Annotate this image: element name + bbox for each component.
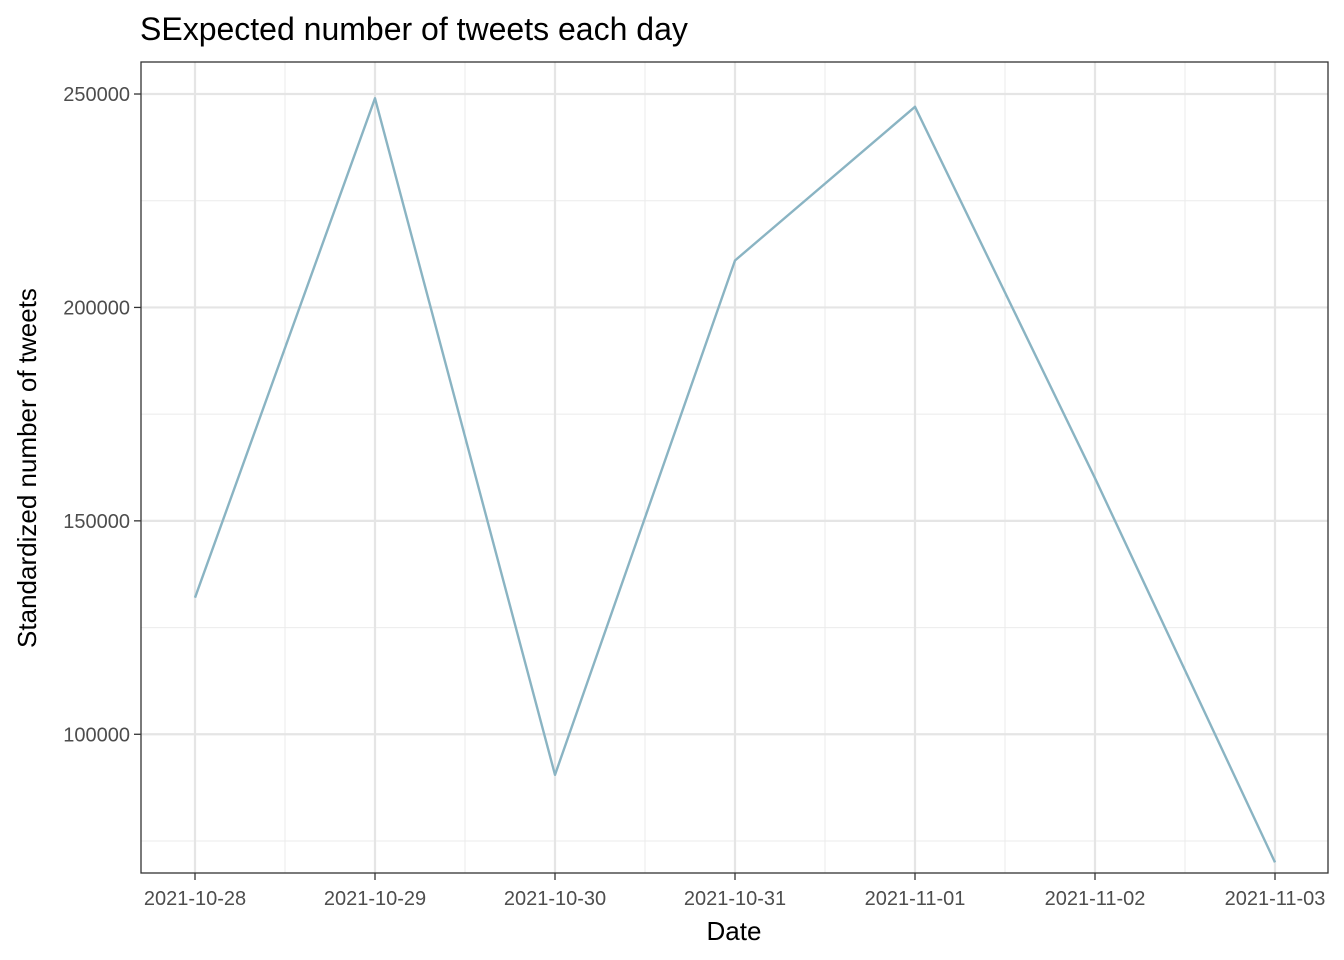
chart-title: SExpected number of tweets each day: [140, 11, 688, 47]
y-axis-title: Standardized number of tweets: [12, 288, 42, 648]
grid-lines: [141, 62, 1328, 873]
x-axis: 2021-10-28 2021-10-29 2021-10-30 2021-10-31…: [144, 873, 1326, 910]
y-tick-label: 200000: [63, 297, 130, 319]
x-tick-label: 2021-10-28: [144, 888, 246, 910]
y-tick-label: 150000: [63, 511, 130, 533]
x-tick-label: 2021-11-02: [1045, 888, 1146, 910]
x-axis-title: Date: [707, 916, 762, 946]
x-tick-label: 2021-11-01: [865, 888, 966, 910]
x-tick-label: 2021-10-29: [324, 888, 426, 910]
x-tick-label: 2021-10-30: [504, 888, 606, 910]
x-tick-label: 2021-10-31: [684, 888, 786, 910]
series-layer: [193, 97, 1277, 863]
y-tick-label: 250000: [63, 84, 130, 106]
y-axis: 100000 150000 200000 250000: [63, 84, 141, 746]
series-line: [193, 97, 1277, 863]
x-tick-label: 2021-11-03: [1225, 888, 1326, 910]
y-tick-label: 100000: [63, 724, 130, 746]
